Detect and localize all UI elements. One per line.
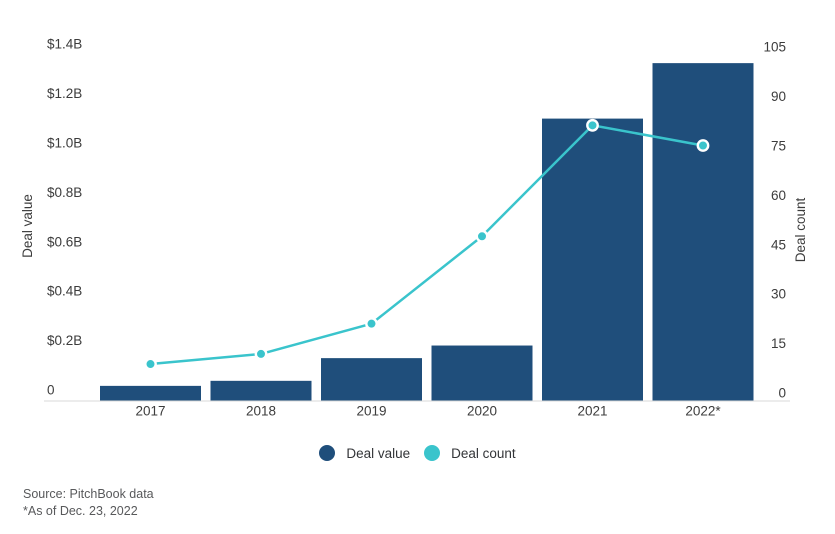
x-axis-label-2018: 2018: [246, 404, 276, 419]
deal-count-point-2018[interactable]: [254, 347, 268, 361]
x-axis-labels: 2017 2018 2019 2020 2021 2022*: [135, 404, 721, 419]
left-axis-tick-label: $1.4B: [47, 37, 82, 52]
left-axis-tick-label: $1.2B: [47, 86, 82, 101]
left-axis-tick-label: 0: [47, 383, 55, 398]
left-axis-ticks: 0 $0.2B $0.4B $0.6B $0.8B $1.0B $1.2B $1.4B: [47, 37, 82, 398]
deal-value-bar-2018[interactable]: [210, 380, 312, 401]
right-axis-tick-label: 0: [778, 386, 786, 401]
deal-count-point-2017[interactable]: [144, 357, 157, 371]
deal-count-line: [149, 124, 705, 366]
right-axis-tick-label: 30: [771, 287, 786, 302]
chart-legend: Deal value Deal count: [0, 445, 835, 461]
legend-label-deal-count: Deal count: [451, 445, 516, 461]
right-axis-tick-label: 15: [771, 336, 786, 351]
left-axis-tick-label: $0.2B: [47, 333, 82, 348]
left-axis-tick-label: $1.0B: [47, 135, 82, 150]
deal-value-bar-2020[interactable]: [431, 345, 533, 401]
right-axis-title: Deal count: [793, 197, 808, 262]
deal-value-bar-2022[interactable]: [652, 63, 754, 401]
x-axis-label-2021: 2021: [577, 404, 607, 419]
left-axis-tick-label: $0.6B: [47, 234, 82, 249]
legend-item-deal-count[interactable]: Deal count: [424, 445, 516, 461]
right-axis-tick-label: 105: [763, 40, 786, 55]
left-axis-tick-label: $0.4B: [47, 284, 82, 299]
x-axis-label-2019: 2019: [356, 404, 386, 419]
deal-count-legend-dot-icon: [424, 445, 441, 461]
left-axis-tick-label: $0.8B: [47, 185, 82, 200]
deal-value-legend-dot-icon: [319, 445, 336, 461]
legend-item-deal-value[interactable]: Deal value: [319, 445, 410, 461]
x-axis-label-2020: 2020: [467, 404, 497, 419]
deal-count-point-2019[interactable]: [365, 317, 378, 331]
source-line: Source: PitchBook data: [23, 487, 154, 501]
deal-value-bar-2017[interactable]: [100, 385, 201, 401]
right-axis-tick-label: 75: [771, 138, 786, 153]
deal-count-point-2020[interactable]: [475, 229, 489, 243]
right-axis-tick-label: 90: [771, 89, 786, 104]
legend-label-deal-value: Deal value: [346, 445, 411, 461]
right-axis-tick-label: 45: [771, 237, 786, 252]
deal-count-point-2021[interactable]: [586, 118, 599, 132]
deal-value-bar-2021[interactable]: [542, 118, 643, 401]
x-axis-label-2022: 2022*: [685, 404, 721, 419]
deal-value-bar-2019[interactable]: [321, 358, 422, 401]
deal-activity-combo-chart: 0 $0.2B $0.4B $0.6B $0.8B $1.0B $1.2B $1.4B 0 15…: [20, 37, 808, 419]
left-axis-title: Deal value: [20, 194, 35, 258]
source-note: Source: PitchBook data *As of Dec. 23, 2…: [23, 486, 154, 520]
right-axis-ticks: 0 15 30 45 60 75 90 105: [763, 40, 786, 401]
x-axis-label-2017: 2017: [135, 404, 165, 419]
right-axis-tick-label: 60: [771, 188, 786, 203]
bar-series-group: [100, 63, 754, 401]
line-series-group: [144, 118, 710, 371]
deal-count-point-2022[interactable]: [696, 139, 710, 152]
asof-line: *As of Dec. 23, 2022: [23, 504, 138, 518]
